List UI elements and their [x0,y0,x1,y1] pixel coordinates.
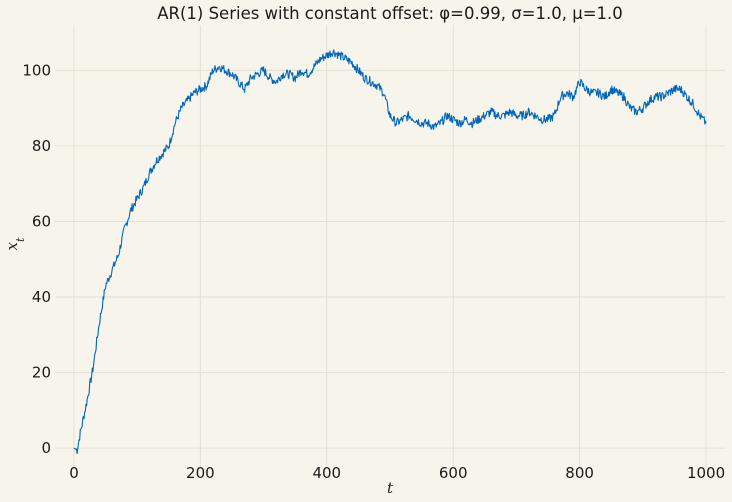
y-tick-label: 100 [22,61,51,79]
y-axis-label-sub: t [14,237,27,242]
grid-layer [55,25,725,467]
y-tick-label: 20 [32,364,51,382]
x-axis-label: t [387,479,394,497]
x-tick-label: 800 [565,464,594,482]
x-tick-label: 400 [312,464,341,482]
x-tick-label: 1000 [687,464,725,482]
y-tick-label: 80 [32,137,51,155]
y-tick-label: 0 [41,439,51,457]
tick-labels: 0 200 400 600 800 1000 0 20 40 60 80 100 [22,61,725,482]
y-axis-label-base: x [3,241,21,250]
chart-title: AR(1) Series with constant offset: φ=0.9… [157,4,623,23]
y-tick-label: 40 [32,288,51,306]
y-axis-label: xt [3,237,27,250]
x-tick-label: 200 [186,464,215,482]
series-line [73,49,707,455]
x-tick-label: 0 [69,464,79,482]
x-tick-label: 600 [439,464,468,482]
y-tick-label: 60 [32,212,51,230]
